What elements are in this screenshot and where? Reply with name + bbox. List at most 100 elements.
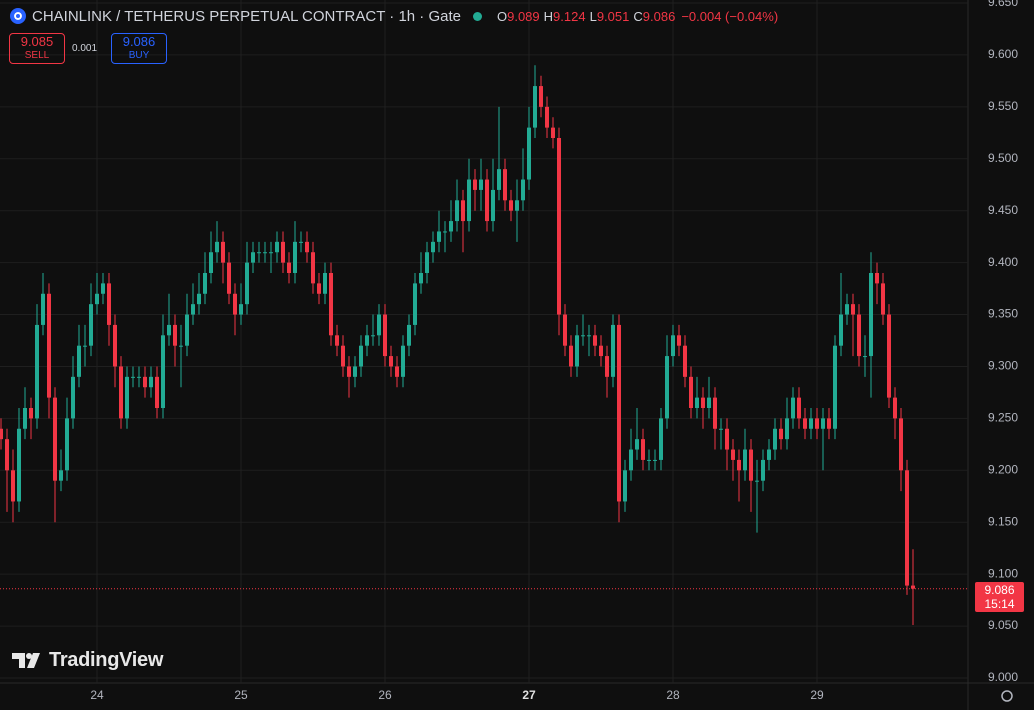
- candle-body: [251, 252, 255, 263]
- candle-body: [311, 252, 315, 284]
- ohlc-value: 9.086: [642, 8, 676, 24]
- candle-body: [41, 293, 45, 325]
- x-tick-label: 27: [522, 688, 536, 702]
- candle-body: [737, 459, 741, 471]
- candle-body: [731, 449, 735, 460]
- candle-body: [71, 376, 75, 419]
- candle-body: [185, 314, 189, 346]
- candle-body: [689, 376, 693, 408]
- candle-body: [701, 397, 705, 408]
- candle-body: [377, 314, 381, 336]
- y-tick-label: 9.600: [988, 47, 1018, 61]
- candle-body: [635, 439, 639, 450]
- candle-body: [419, 273, 423, 284]
- candle-body: [629, 449, 633, 471]
- candle-body: [725, 428, 729, 450]
- candle-body: [581, 335, 585, 337]
- candle-body: [563, 314, 567, 346]
- candle-body: [59, 470, 63, 481]
- buy-label: BUY: [128, 50, 150, 61]
- candle-body: [0, 428, 3, 440]
- candle-body: [491, 189, 495, 222]
- candle-body: [455, 200, 459, 222]
- candle-body: [599, 345, 603, 357]
- candle-body: [101, 283, 105, 294]
- candle-body: [143, 376, 147, 388]
- candle-body: [875, 273, 879, 284]
- candle-body: [809, 418, 813, 429]
- candle-body: [323, 273, 327, 294]
- y-tick-label: 9.450: [988, 203, 1018, 217]
- candle-body: [671, 335, 675, 357]
- candle-body: [167, 324, 171, 336]
- symbol-icon: [10, 8, 26, 24]
- candle-body: [905, 470, 909, 586]
- candle-body: [467, 179, 471, 222]
- candle-body: [203, 273, 207, 294]
- candle-body: [371, 335, 375, 337]
- candle-body: [137, 376, 141, 378]
- candle-body: [893, 397, 897, 419]
- candle-body: [23, 408, 27, 429]
- y-tick-label: 9.350: [988, 307, 1018, 321]
- y-tick-label: 9.550: [988, 99, 1018, 113]
- candle-body: [245, 262, 249, 305]
- candle-body: [197, 293, 201, 305]
- candle-body: [617, 324, 621, 502]
- candle-body: [815, 418, 819, 429]
- candle-body: [17, 428, 21, 502]
- ohlc-label: L: [589, 8, 597, 24]
- candle-body: [395, 366, 399, 377]
- candle-body: [335, 335, 339, 346]
- sell-button[interactable]: 9.085 SELL: [9, 33, 65, 64]
- candle-body: [173, 324, 177, 346]
- candle-body: [125, 376, 129, 419]
- sell-price: 9.085: [20, 34, 54, 49]
- candle-body: [353, 366, 357, 377]
- x-tick-label: 24: [90, 688, 104, 702]
- candle-body: [5, 439, 9, 471]
- candle-body: [437, 231, 441, 242]
- candle-body: [887, 314, 891, 398]
- y-tick-label: 9.100: [988, 566, 1018, 580]
- candle-body: [233, 293, 237, 315]
- candle-body: [833, 345, 837, 429]
- header: CHAINLINK / TETHERUS PERPETUAL CONTRACT …: [10, 6, 778, 26]
- candle-body: [29, 408, 33, 419]
- candle-body: [857, 314, 861, 357]
- candle-body: [263, 252, 267, 254]
- sell-label: SELL: [24, 50, 50, 61]
- buy-button[interactable]: 9.086 BUY: [111, 33, 167, 64]
- candle-body: [767, 449, 771, 460]
- candle-body: [35, 324, 39, 419]
- candle-body: [299, 241, 303, 243]
- candle-body: [683, 345, 687, 377]
- candle-body: [83, 345, 87, 347]
- candle-body: [791, 397, 795, 419]
- candle-body: [53, 397, 57, 481]
- candle-body: [521, 179, 525, 201]
- candle-body: [803, 418, 807, 429]
- y-tick-label: 9.200: [988, 462, 1018, 476]
- candle-body: [611, 324, 615, 377]
- candle-body: [431, 241, 435, 253]
- candle-body: [383, 314, 387, 357]
- candle-body: [407, 324, 411, 346]
- countdown: 15:14: [984, 596, 1015, 611]
- candle-body: [851, 304, 855, 315]
- y-tick-label: 9.400: [988, 255, 1018, 269]
- candle-body: [503, 169, 507, 201]
- candle-body: [287, 262, 291, 273]
- settings-icon[interactable]: [1001, 690, 1013, 702]
- x-tick-label: 28: [666, 688, 680, 702]
- candle-body: [719, 428, 723, 430]
- candle-body: [677, 335, 681, 346]
- candle-body: [659, 418, 663, 460]
- candle-body: [863, 356, 867, 358]
- candle-body: [527, 127, 531, 180]
- candle-body: [425, 252, 429, 273]
- y-tick-label: 9.300: [988, 359, 1018, 373]
- ohlc-value: 9.124: [553, 8, 586, 24]
- candle-body: [401, 345, 405, 377]
- candle-body: [869, 273, 873, 357]
